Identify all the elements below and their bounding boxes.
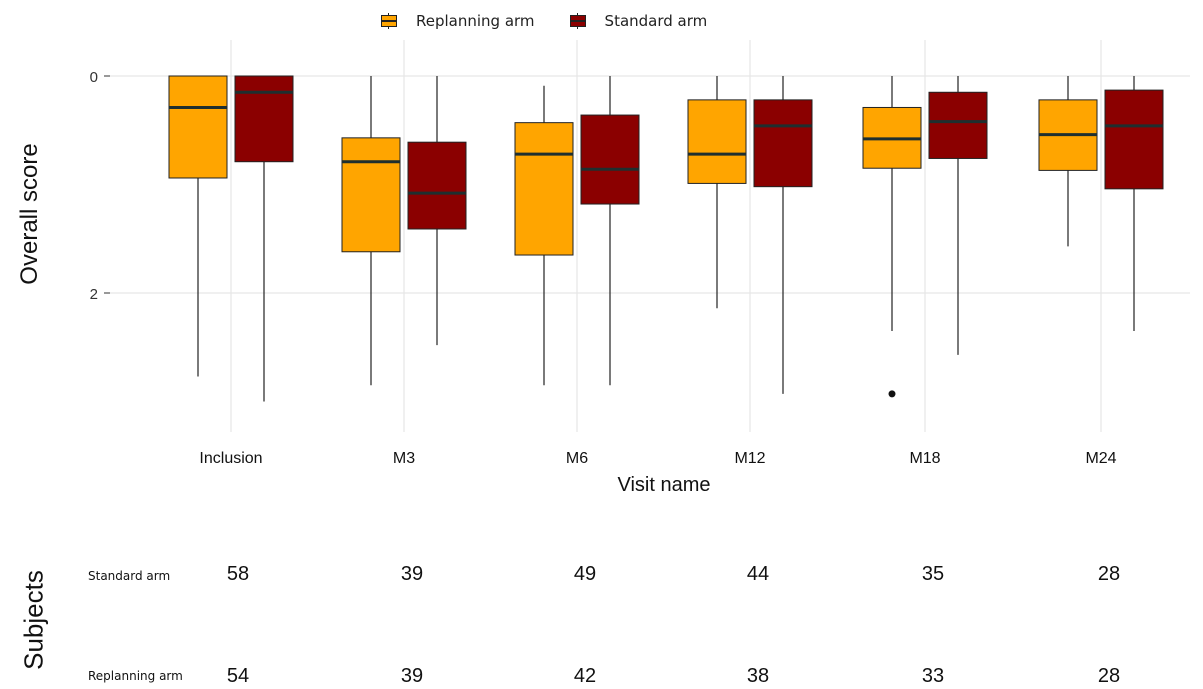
legend-item-replanning: Replanning arm [378,12,535,30]
box-standard [1104,89,1164,190]
subjects-row-label-replanning: Replanning arm [88,669,183,683]
subjects-title: Subjects [18,570,49,670]
y-tick-label: 0 [90,69,98,86]
legend-label-replanning: Replanning arm [416,12,535,30]
legend-item-standard: Standard arm [567,12,708,30]
x-tick-label: M12 [734,450,765,467]
y-tick-label: 2 [90,286,98,303]
x-tick-label: M24 [1085,450,1116,467]
subject-count-standard: 39 [400,563,424,585]
x-axis-label: Visit name [617,474,711,496]
box-standard [928,91,988,159]
subject-count-replanning: 28 [1097,665,1121,687]
outlier-point [888,390,896,398]
subject-count-replanning: 42 [573,665,597,687]
box-standard [753,99,813,188]
box-standard [407,141,467,230]
y-axis-label: Overall score [16,143,43,285]
legend-key-standard [567,13,589,29]
x-tick-label: M18 [909,450,940,467]
box-replanning [687,99,747,184]
box-replanning [341,137,401,253]
subjects-row-label-standard: Standard arm [88,569,171,583]
subject-count-standard: 58 [226,563,250,585]
x-tick-label: M3 [393,450,415,467]
legend-key-replanning [378,13,400,29]
box-replanning [168,75,228,179]
x-tick-label: M6 [566,450,588,467]
subject-count-standard: 44 [746,563,770,585]
x-tick-label: Inclusion [199,450,262,467]
box-standard [580,114,640,205]
subject-count-standard: 49 [573,563,597,585]
subject-count-replanning: 39 [400,665,424,687]
box-standard [234,75,294,163]
subject-count-standard: 28 [1097,563,1121,585]
subject-count-replanning: 38 [746,665,770,687]
subject-count-standard: 35 [921,563,945,585]
legend: Replanning arm Standard arm [378,8,739,34]
box-replanning [514,122,574,256]
subject-count-replanning: 33 [921,665,945,687]
subject-count-replanning: 54 [226,665,250,687]
legend-label-standard: Standard arm [604,12,708,30]
